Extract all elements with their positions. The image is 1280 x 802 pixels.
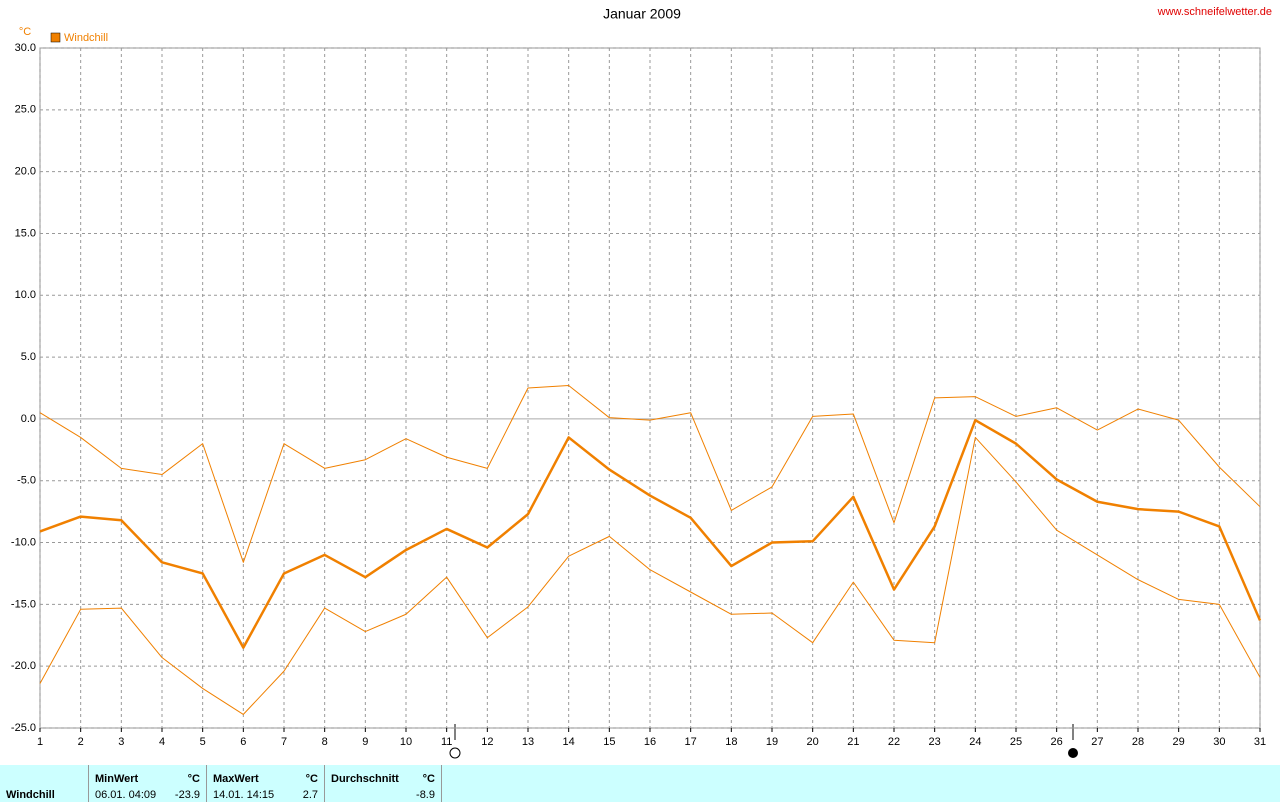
x-tick-label: 3	[118, 736, 124, 748]
x-tick-label: 15	[603, 736, 615, 748]
x-tick-label: 29	[1173, 736, 1185, 748]
y-tick-label: 0.0	[21, 413, 36, 425]
x-tick-label: 26	[1051, 736, 1063, 748]
y-tick-label: -5.0	[17, 475, 36, 487]
avg-value: -8.9	[416, 789, 435, 801]
avg-unit: °C	[422, 773, 435, 785]
x-tick-label: 6	[240, 736, 246, 748]
moon-full	[449, 747, 461, 759]
min-title: MinWert	[95, 773, 139, 785]
x-tick-label: 10	[400, 736, 412, 748]
x-tick-label: 18	[725, 736, 737, 748]
max-cell: MaxWert °C 14.01. 14:15 2.7	[206, 765, 324, 802]
x-tick-label: 20	[807, 736, 819, 748]
x-tick-label: 7	[281, 736, 287, 748]
source: www.schneifelwetter.de	[1157, 6, 1272, 18]
chart-title: Januar 2009	[603, 6, 681, 22]
summary-label: Windchill	[6, 789, 55, 801]
series-line	[39, 418, 1262, 649]
avg-cell: Durchschnitt °C -8.9	[324, 765, 442, 802]
x-tick-label: 31	[1254, 736, 1266, 748]
y-tick-label: 30.0	[15, 42, 36, 54]
max-time: 14.01. 14:15	[213, 789, 275, 801]
x-tick-label: 28	[1132, 736, 1144, 748]
x-tick-label: 24	[969, 736, 981, 748]
x-tick-label: 17	[685, 736, 697, 748]
min-cell: MinWert °C 06.01. 04:09 -23.9	[88, 765, 206, 802]
chart: Januar 2009 www.schneifelwetter.de °C -2…	[11, 6, 1272, 759]
x-tick-label: 25	[1010, 736, 1022, 748]
avg-title: Durchschnitt	[331, 773, 399, 785]
series-line	[39, 436, 1261, 715]
y-tick-label: 20.0	[15, 166, 36, 178]
max-unit: °C	[305, 773, 318, 785]
x-tick-label: 22	[888, 736, 900, 748]
x-tick-label: 19	[766, 736, 778, 748]
x-tick-label: 27	[1091, 736, 1103, 748]
y-tick-label: -10.0	[11, 536, 36, 548]
x-tick-label: 1	[37, 736, 43, 748]
x-tick-label: 30	[1213, 736, 1225, 748]
y-tick-label: -25.0	[11, 722, 36, 734]
max-title: MaxWert	[213, 773, 259, 785]
legend-label: Windchill	[64, 32, 108, 44]
series-line	[39, 385, 1261, 563]
x-tick-label: 12	[481, 736, 493, 748]
y-tick-label: -20.0	[11, 660, 36, 672]
y-tick-label: 5.0	[21, 351, 36, 363]
min-unit: °C	[187, 773, 200, 785]
y-tick-label: 15.0	[15, 227, 36, 239]
x-tick-label: 5	[200, 736, 206, 748]
y-tick-label: 25.0	[15, 104, 36, 116]
y-tick-label: 10.0	[15, 289, 36, 301]
x-tick-label: 11	[441, 736, 452, 748]
x-tick-label: 4	[159, 736, 165, 748]
x-tick-label: 13	[522, 736, 534, 748]
y-tick-label: -15.0	[11, 598, 36, 610]
min-time: 06.01. 04:09	[95, 789, 157, 801]
x-tick-label: 8	[322, 736, 328, 748]
x-tick-label: 21	[847, 736, 859, 748]
y-unit: °C	[19, 26, 31, 38]
x-tick-label: 2	[78, 736, 84, 748]
x-tick-label: 9	[362, 736, 368, 748]
x-tick-label: 16	[644, 736, 656, 748]
legend-swatch	[50, 32, 61, 43]
max-value: 2.7	[302, 789, 318, 801]
summary-table: Windchill MinWert °C 06.01. 04:09 -23.9 …	[0, 765, 1280, 802]
x-tick-label: 14	[563, 736, 575, 748]
min-value: -23.9	[174, 789, 200, 801]
moon-new	[1068, 748, 1078, 758]
x-tick-label: 23	[929, 736, 941, 748]
